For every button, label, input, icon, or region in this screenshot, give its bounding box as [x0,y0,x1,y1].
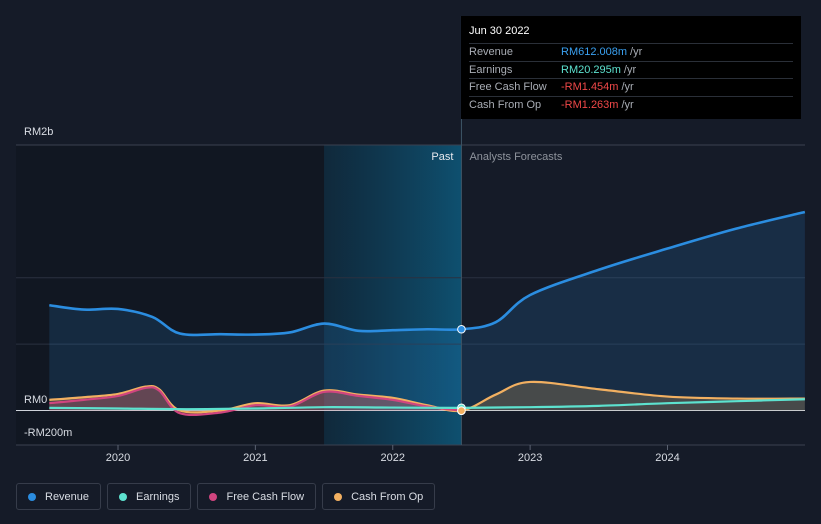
legend-item-cash-from-op[interactable]: Cash From Op [322,483,436,510]
free-cash-flow-dot-icon [209,492,218,501]
legend-item-earnings[interactable]: Earnings [107,483,192,510]
tooltip-unit: /yr [621,81,634,94]
tooltip-unit: /yr [623,63,637,76]
tooltip-label: Revenue [469,46,514,59]
y-label-zero: RM0 [24,394,47,406]
tooltip-value: -RM1.263m [561,98,619,111]
legend-label: Revenue [45,490,90,503]
tooltip-date: Jun 30 2022 [469,25,530,37]
x-tick-label: 2021 [243,452,267,464]
legend-label: Free Cash Flow [226,490,305,503]
x-tick-label: 2024 [655,452,679,464]
revenue-area [49,212,805,411]
legend-item-revenue[interactable]: Revenue [16,483,102,510]
tooltip-row-cash-from-op: Cash From Op -RM1.263m/yr [469,95,793,114]
tooltip-value: -RM1.454m [561,81,619,94]
past-label: Past [431,151,453,163]
cash-from-op-line [49,380,805,414]
cash-from-op-dot-icon [334,492,343,501]
legend-item-free-cash-flow[interactable]: Free Cash Flow [197,483,317,510]
legend-label: Earnings [136,490,180,503]
revenue-marker [457,324,466,334]
tooltip-value: RM612.008m [561,46,628,59]
tooltip-row-earnings: Earnings RM20.295m/yr [469,60,793,79]
tooltip-unit: /yr [630,46,643,59]
revenue-dot-icon [28,492,36,501]
revenue-line [49,210,806,337]
earnings-line [49,398,805,411]
x-tick-label: 2023 [518,452,542,464]
tooltip-unit: /yr [621,98,634,111]
y-label-top: RM2b [24,126,53,138]
tooltip-label: Earnings [469,63,513,76]
x-tick-label: 2020 [106,452,130,464]
legend-label: Cash From Op [351,490,424,503]
tooltip-label: Free Cash Flow [469,81,547,94]
tooltip-value: RM20.295m [561,63,621,76]
tooltip-row-revenue: Revenue RM612.008m/yr [469,43,793,61]
tooltip-row-free-cash-flow: Free Cash Flow -RM1.454m/yr [469,78,793,96]
earnings-dot-icon [119,492,128,501]
forecast-label: Analysts Forecasts [469,151,562,163]
x-tick-label: 2022 [381,452,405,464]
cash-from-op-marker [457,406,466,415]
tooltip-label: Cash From Op [469,98,542,111]
legend: Revenue Earnings Free Cash Flow Cash Fro… [16,483,436,510]
y-label-bottom: -RM200m [24,427,72,439]
tooltip: Jun 30 2022 Revenue RM612.008m/yr Earnin… [461,16,801,119]
